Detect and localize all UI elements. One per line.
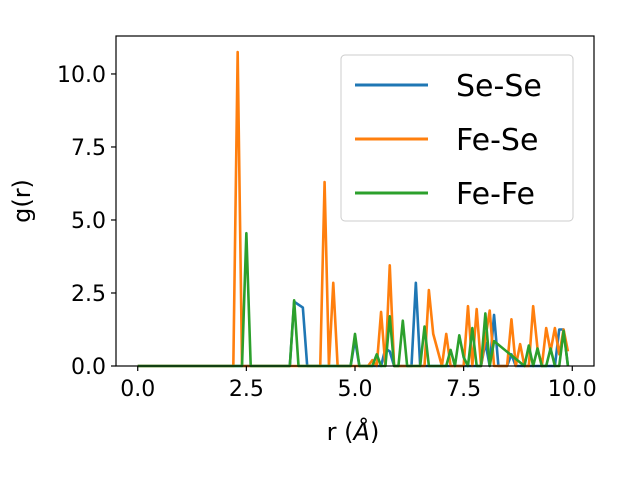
x-tick-label: 2.5 [229, 377, 264, 402]
y-tick-label: 5.0 [71, 209, 106, 234]
legend: Se-Se Fe-Se Fe-Fe [340, 54, 574, 222]
x-axis-label-close: ) [370, 418, 379, 446]
y-tick-label: 10.0 [57, 63, 106, 88]
x-tick-label: 7.5 [446, 377, 481, 402]
x-axis-label-main: r ( [327, 418, 354, 446]
legend-label-fe-se: Fe-Se [456, 123, 538, 158]
y-axis: 0.0 2.5 5.0 7.5 10.0 [57, 63, 116, 380]
x-axis: 0.0 2.5 5.0 7.5 10.0 [120, 366, 597, 402]
y-tick-label: 2.5 [71, 282, 106, 307]
legend-box [340, 54, 574, 222]
x-tick-label: 5.0 [338, 377, 373, 402]
legend-label-se-se: Se-Se [456, 69, 542, 104]
x-tick-label: 10.0 [548, 377, 597, 402]
x-axis-label: r (Å) [327, 417, 380, 446]
x-axis-label-unit: Å [352, 417, 370, 446]
legend-label-fe-fe: Fe-Fe [456, 177, 535, 212]
series-line-fe-fe [137, 231, 570, 368]
x-tick-label: 0.0 [120, 377, 155, 402]
y-tick-label: 0.0 [71, 355, 106, 380]
y-tick-label: 7.5 [71, 136, 106, 161]
y-axis-label: g(r) [8, 179, 36, 223]
